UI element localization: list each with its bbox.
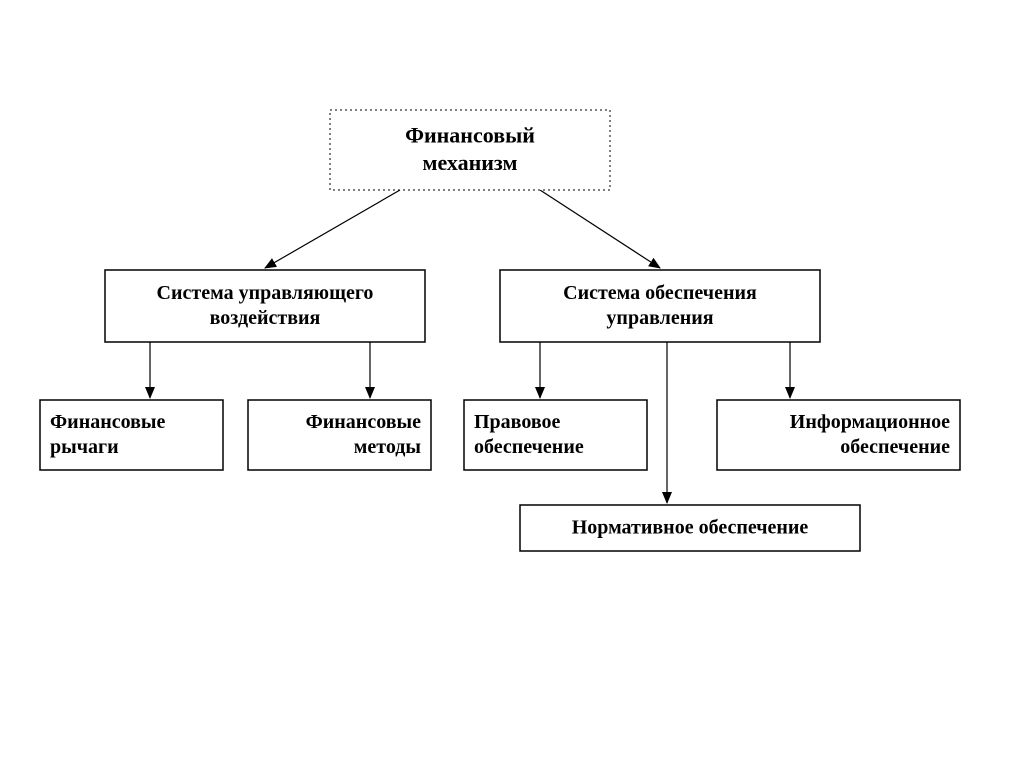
node-label-leaf3-line1: обеспечение	[474, 436, 584, 458]
node-label-leaf4-line0: Информационное	[790, 411, 950, 433]
node-label-root-line1: механизм	[423, 150, 518, 175]
nodes-layer: Финансовый механизм Система управляющего во…	[40, 110, 960, 551]
node-label-right-line1: управления	[606, 307, 713, 329]
node-label-leaf4-line1: обеспечение	[840, 436, 950, 458]
node-label-leaf5-line0: Нормативное обеспечение	[572, 517, 809, 539]
node-label-leaf1-line0: Финансовые	[50, 411, 166, 433]
node-right: Система обеспечения управления	[500, 270, 820, 342]
edge-root-left	[265, 190, 400, 268]
node-box-right	[500, 270, 820, 342]
node-label-root-line0: Финансовый	[405, 122, 535, 147]
node-label-left-line1: воздействия	[210, 307, 321, 329]
node-leaf5: Нормативное обеспечение	[520, 505, 860, 551]
node-left: Система управляющего воздействия	[105, 270, 425, 342]
node-leaf4: Информационное обеспечение	[717, 400, 960, 470]
node-label-leaf2-line0: Финансовые	[306, 411, 422, 433]
node-leaf1: Финансовые рычаги	[40, 400, 223, 470]
diagram-canvas: Финансовый механизм Система управляющего во…	[0, 0, 1024, 767]
edge-root-right	[540, 190, 660, 268]
node-label-right-line0: Система обеспечения	[563, 282, 757, 304]
node-label-leaf2-line1: методы	[354, 436, 422, 458]
node-label-leaf3-line0: Правовое	[474, 411, 561, 433]
node-label-left-line0: Система управляющего	[157, 282, 374, 304]
node-box-left	[105, 270, 425, 342]
node-label-leaf1-line1: рычаги	[50, 436, 119, 458]
node-leaf3: Правовое обеспечение	[464, 400, 647, 470]
node-leaf2: Финансовые методы	[248, 400, 431, 470]
node-root: Финансовый механизм	[330, 110, 610, 190]
